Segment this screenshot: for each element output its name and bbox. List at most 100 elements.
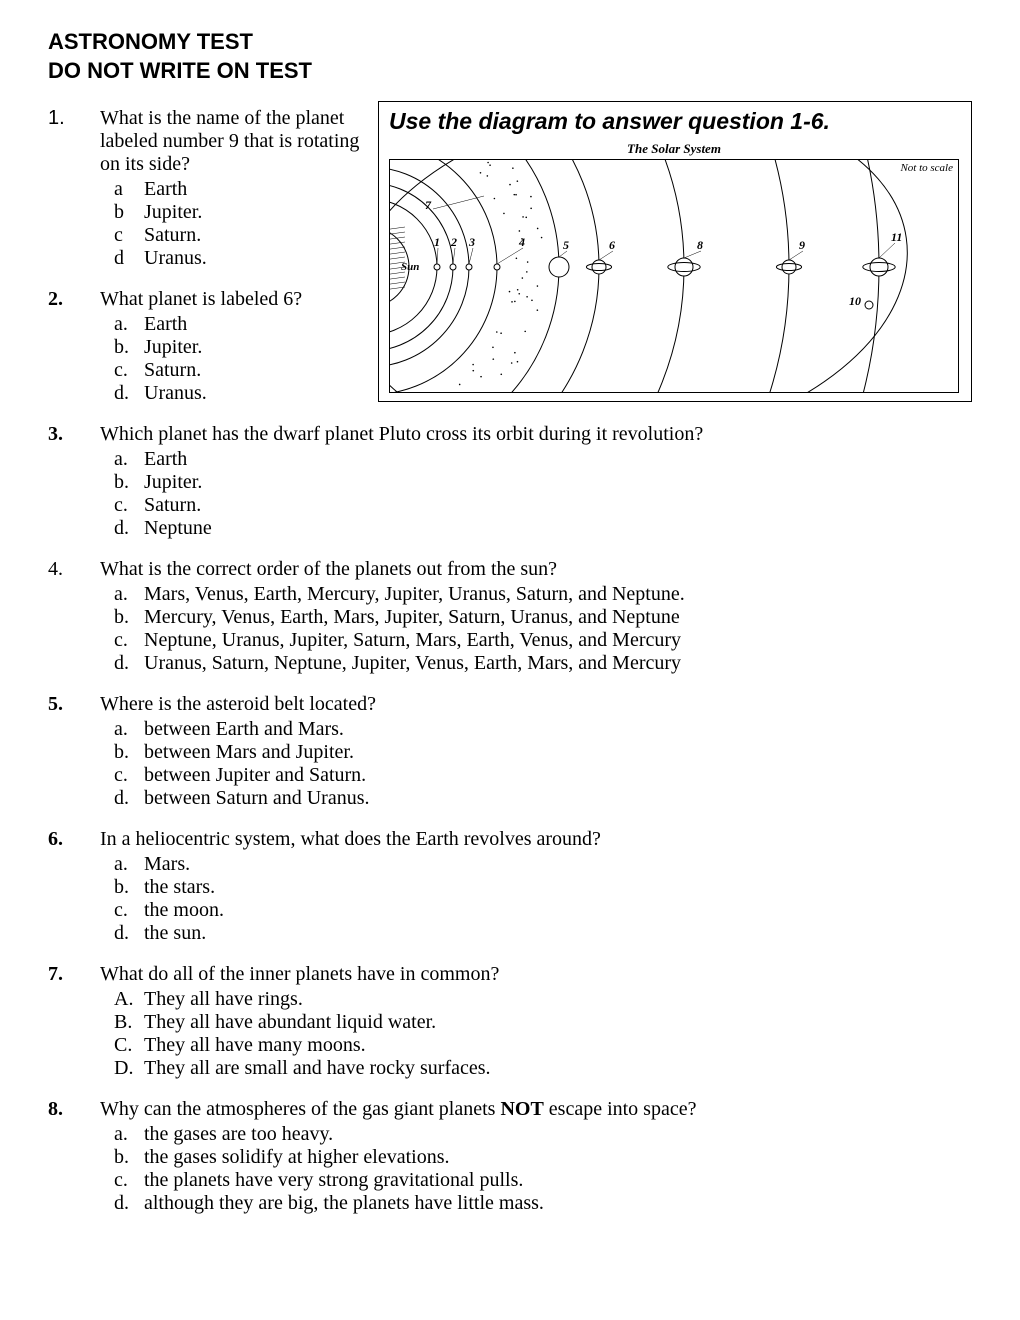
options-list: a.the gases are too heavy.b.the gases so… [100,1123,972,1215]
option-text: between Mars and Jupiter. [144,741,972,764]
option-letter: c [114,224,144,247]
options-list: a.Mars, Venus, Earth, Mercury, Jupiter, … [100,583,972,675]
option-text: They all have abundant liquid water. [144,1011,972,1034]
option-letter: a. [114,583,144,606]
question-text: What do all of the inner planets have in… [100,963,972,986]
option: c.the moon. [114,899,972,922]
options-list: a.between Earth and Mars.b.between Mars … [100,718,972,810]
option: B.They all have abundant liquid water. [114,1011,972,1034]
option-letter: b. [114,336,144,359]
svg-text:11: 11 [891,230,902,244]
option: b.Mercury, Venus, Earth, Mars, Jupiter, … [114,606,972,629]
option-text: the sun. [144,922,972,945]
option: a.the gases are too heavy. [114,1123,972,1146]
option-text: They all are small and have rocky surfac… [144,1057,972,1080]
option-letter: C. [114,1034,144,1057]
option: d.although they are big, the planets hav… [114,1192,972,1215]
option-text: Jupiter. [144,471,972,494]
option: a.Earth [114,448,972,471]
question-body: Which planet has the dwarf planet Pluto … [100,423,972,540]
question: 7.What do all of the inner planets have … [48,963,972,1080]
option-text: the stars. [144,876,972,899]
option-text: between Jupiter and Saturn. [144,764,972,787]
option: c.Neptune, Uranus, Jupiter, Saturn, Mars… [114,629,972,652]
option-letter: c. [114,359,144,382]
svg-text:1: 1 [434,235,440,249]
option-letter: c. [114,899,144,922]
option-letter: a. [114,718,144,741]
question-body: What is the correct order of the planets… [100,558,972,675]
options-list: a.Mars.b.the stars.c.the moon.d.the sun. [100,853,972,945]
option-letter: a. [114,448,144,471]
question: 3.Which planet has the dwarf planet Plut… [48,423,972,540]
option-text: Uranus, Saturn, Neptune, Jupiter, Venus,… [144,652,972,675]
question-body: In a heliocentric system, what does the … [100,828,972,945]
option-text: between Earth and Mars. [144,718,972,741]
option-text: They all have many moons. [144,1034,972,1057]
svg-text:4: 4 [518,235,525,249]
question: 8.Why can the atmospheres of the gas gia… [48,1098,972,1215]
option-text: Mars, Venus, Earth, Mercury, Jupiter, Ur… [144,583,972,606]
header-line2: DO NOT WRITE ON TEST [48,57,972,86]
option: d.the sun. [114,922,972,945]
option: c.the planets have very strong gravitati… [114,1169,972,1192]
option-text: the planets have very strong gravitation… [144,1169,972,1192]
question-number: 8. [48,1098,100,1215]
option: D.They all are small and have rocky surf… [114,1057,972,1080]
option: b.the stars. [114,876,972,899]
option-letter: b. [114,471,144,494]
diagram-box: Use the diagram to answer question 1-6. … [378,101,972,402]
question: 4.What is the correct order of the plane… [48,558,972,675]
option-text: the moon. [144,899,972,922]
solar-system-diagram: The Solar SystemNot to scaleSun123456891… [389,141,959,393]
question-text: What planet is labeled 6? [100,288,378,311]
svg-text:6: 6 [609,238,615,252]
question-body: What do all of the inner planets have in… [100,963,972,1080]
option-text: Saturn. [144,494,972,517]
option-text: They all have rings. [144,988,972,1011]
question-text: Why can the atmospheres of the gas giant… [100,1098,972,1121]
option-text: Mercury, Venus, Earth, Mars, Jupiter, Sa… [144,606,972,629]
option-letter: d. [114,517,144,540]
svg-text:10: 10 [849,294,861,308]
svg-text:Sun: Sun [401,261,419,273]
option-letter: b. [114,1146,144,1169]
option: d. Neptune [114,517,972,540]
question-number: 3. [48,423,100,540]
option-text: Neptune, Uranus, Jupiter, Saturn, Mars, … [144,629,972,652]
svg-text:The Solar System: The Solar System [627,141,721,156]
question-text: Where is the asteroid belt located? [100,693,972,716]
option: b.the gases solidify at higher elevation… [114,1146,972,1169]
svg-text:Not to scale: Not to scale [899,162,953,174]
option-letter: c. [114,629,144,652]
svg-text:7: 7 [425,198,432,212]
option-letter: d. [114,1192,144,1215]
option-letter: d [114,247,144,270]
option: d.between Saturn and Uranus. [114,787,972,810]
option-text: between Saturn and Uranus. [144,787,972,810]
question-number: 7. [48,963,100,1080]
option: A.They all have rings. [114,988,972,1011]
option-letter: b. [114,606,144,629]
question-number: 1. [48,107,100,270]
option-letter: B. [114,1011,144,1034]
option-letter: a [114,178,144,201]
option-letter: c. [114,764,144,787]
question-text: Which planet has the dwarf planet Pluto … [100,423,972,446]
option-letter: d. [114,787,144,810]
option: b.between Mars and Jupiter. [114,741,972,764]
question: 5.Where is the asteroid belt located?a.b… [48,693,972,810]
option: d.Uranus, Saturn, Neptune, Jupiter, Venu… [114,652,972,675]
option-text: Mars. [144,853,972,876]
option-letter: d. [114,382,144,405]
option-letter: a. [114,313,144,336]
diagram-instruction: Use the diagram to answer question 1-6. [389,108,961,135]
option-letter: d. [114,652,144,675]
option-text: the gases are too heavy. [144,1123,972,1146]
svg-text:9: 9 [799,238,805,252]
option: a.between Earth and Mars. [114,718,972,741]
option-letter: A. [114,988,144,1011]
svg-text:2: 2 [450,235,457,249]
option-letter: c. [114,494,144,517]
svg-text:3: 3 [468,235,475,249]
